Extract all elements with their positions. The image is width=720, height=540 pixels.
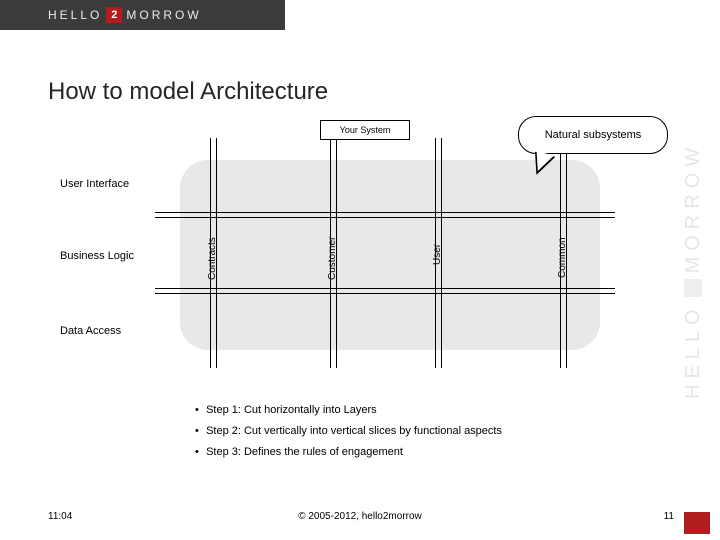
slice-customer: Customer [327, 237, 338, 280]
brand-left: HELLO [48, 8, 102, 22]
callout-natural-subsystems: Natural subsystems [518, 116, 668, 154]
step-3: • Step 3: Defines the rules of engagemen… [195, 442, 502, 463]
side-watermark: HELLOMORROW [682, 60, 716, 480]
brand-banner: HELLO 2 MORROW [0, 0, 285, 30]
footer-square-icon [684, 512, 710, 534]
step-1: • Step 1: Cut horizontally into Layers [195, 400, 502, 421]
page-title: How to model Architecture [48, 78, 328, 106]
step-2: • Step 2: Cut vertically into vertical s… [195, 421, 502, 442]
slice-contracts: Contracts [207, 237, 218, 280]
steps-list: • Step 1: Cut horizontally into Layers •… [195, 400, 502, 463]
layer-business-logic: Business Logic [60, 250, 134, 262]
slice-user: User [432, 244, 443, 265]
architecture-diagram: Your System Natural subsystems User Inte… [60, 150, 650, 380]
layer-user-interface: User Interface [60, 178, 129, 190]
footer-page-number: 11 [664, 511, 674, 522]
brand-square: 2 [106, 7, 122, 23]
layer-data-access: Data Access [60, 325, 121, 337]
system-body [180, 160, 600, 350]
footer-copyright: © 2005-2012, hello2morrow [0, 511, 720, 522]
slice-common: Common [557, 237, 568, 278]
brand-right: MORROW [126, 8, 201, 22]
system-tab: Your System [320, 120, 410, 140]
